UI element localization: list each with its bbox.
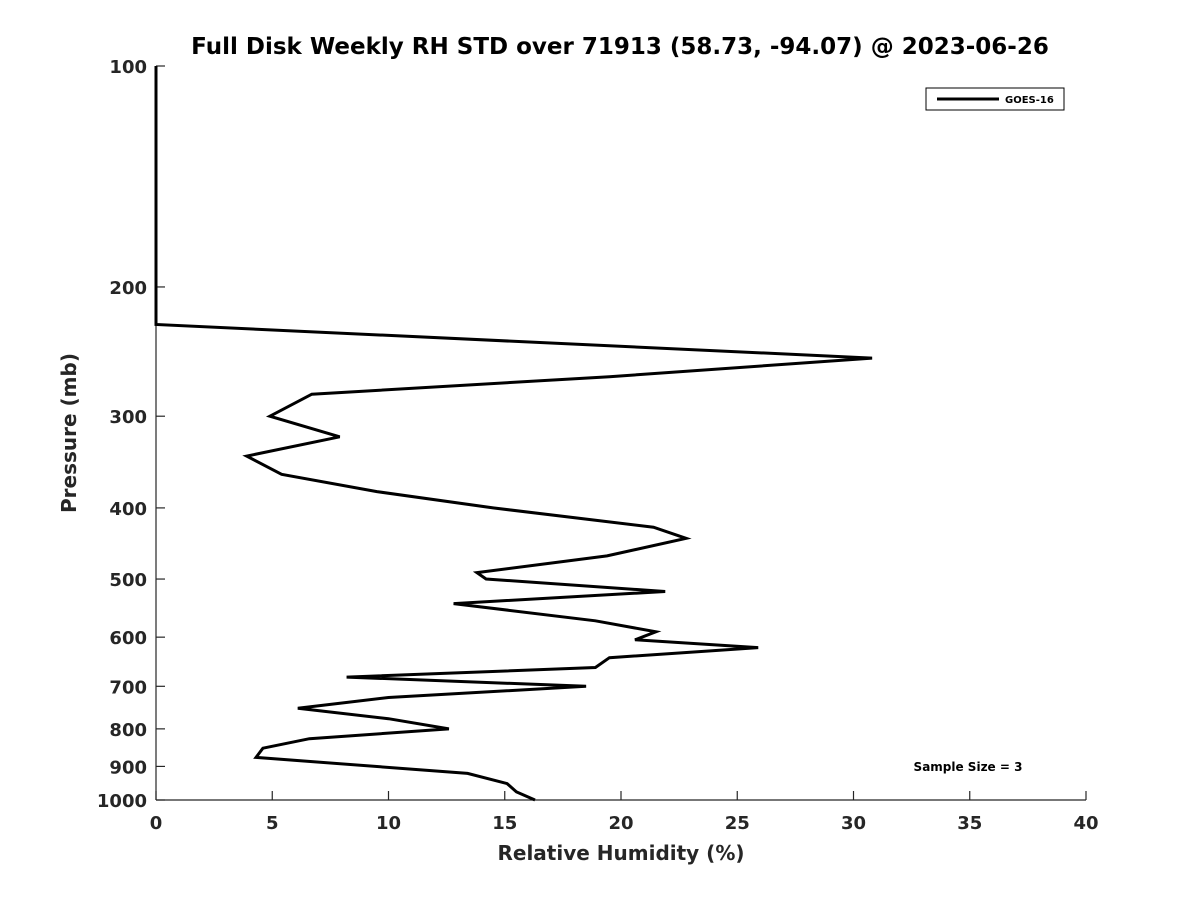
y-tick-label: 1000 bbox=[97, 791, 147, 812]
x-tick-label: 5 bbox=[266, 813, 279, 834]
x-axis-ticks: 0 5 10 15 20 25 30 35 40 bbox=[150, 791, 1099, 834]
x-tick-label: 40 bbox=[1073, 813, 1098, 834]
x-axis-label: Relative Humidity (%) bbox=[497, 841, 744, 865]
series-group bbox=[154, 66, 873, 802]
y-tick-label: 700 bbox=[109, 677, 147, 698]
y-tick-label: 400 bbox=[109, 499, 147, 520]
y-tick-label: 800 bbox=[109, 720, 147, 741]
x-tick-label: 35 bbox=[957, 813, 982, 834]
chart-title: Full Disk Weekly RH STD over 71913 (58.7… bbox=[191, 34, 1049, 60]
y-tick-label: 100 bbox=[109, 57, 147, 78]
y-tick-label: 300 bbox=[109, 407, 147, 428]
y-axis-label: Pressure (mb) bbox=[57, 353, 81, 513]
x-tick-label: 30 bbox=[841, 813, 866, 834]
y-tick-label: 200 bbox=[109, 278, 147, 299]
sample-size-annotation: Sample Size = 3 bbox=[914, 760, 1023, 774]
x-tick-label: 10 bbox=[376, 813, 401, 834]
y-tick-label: 600 bbox=[109, 628, 147, 649]
y-axis-ticks: 100 200 300 400 500 600 700 800 900 1000 bbox=[97, 57, 165, 812]
x-tick-label: 25 bbox=[725, 813, 750, 834]
y-tick-label: 900 bbox=[109, 757, 147, 778]
x-tick-label: 20 bbox=[608, 813, 633, 834]
y-tick-label: 500 bbox=[109, 570, 147, 591]
x-tick-label: 0 bbox=[150, 813, 163, 834]
series-line-goes-16 bbox=[154, 66, 873, 802]
legend-label-goes-16: GOES-16 bbox=[1005, 95, 1054, 106]
x-tick-label: 15 bbox=[492, 813, 517, 834]
legend: GOES-16 bbox=[925, 87, 1065, 111]
